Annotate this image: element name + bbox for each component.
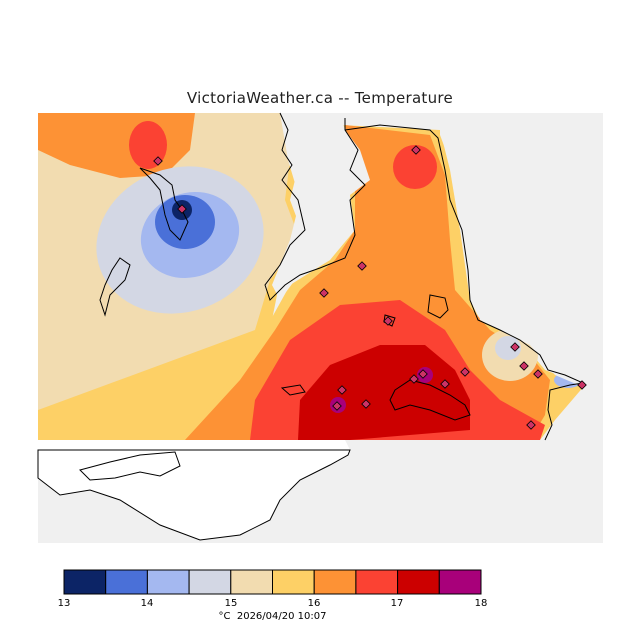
legend-tick-label: 18 (474, 598, 488, 609)
station-marker[interactable] (337, 385, 347, 395)
contour-13-5 (155, 195, 215, 249)
island-coast-west (99, 257, 131, 317)
station-marker[interactable] (440, 379, 450, 389)
inlet-water (272, 113, 370, 300)
legend-swatch (146, 569, 190, 595)
station-marker[interactable] (519, 361, 529, 371)
station-marker[interactable] (510, 342, 520, 352)
contour-14-5-east (495, 336, 521, 360)
station-marker[interactable] (418, 369, 428, 379)
legend-unit: °C (218, 611, 231, 622)
east-coast (344, 124, 585, 441)
strait-water (440, 113, 603, 390)
coastlines (99, 112, 585, 441)
legend-colorbar (63, 569, 482, 595)
island-coast-north (139, 167, 189, 241)
contour-16-5-north (393, 145, 437, 189)
tiny-island (383, 314, 396, 327)
station-marker[interactable] (526, 420, 536, 430)
legend-tick-label: 16 (307, 598, 321, 609)
legend-swatch (272, 569, 315, 595)
station-marker[interactable] (177, 204, 187, 214)
station-marker[interactable] (332, 401, 342, 411)
station-marker[interactable] (153, 156, 163, 166)
legend-swatch (63, 569, 107, 595)
legend-tick-label: 14 (140, 598, 154, 609)
legend-swatch (313, 569, 357, 595)
station-marker[interactable] (577, 380, 587, 390)
station-marker[interactable] (383, 316, 393, 326)
legend-swatch (438, 569, 482, 595)
legend-tick-label: 13 (57, 598, 71, 609)
station-marker[interactable] (361, 399, 371, 409)
station-markers (153, 145, 587, 430)
contour-layer (38, 113, 585, 440)
legend-swatch (355, 569, 399, 595)
olympic-coast (37, 449, 351, 541)
station-marker[interactable] (409, 374, 419, 384)
station-marker[interactable] (533, 369, 543, 379)
station-marker[interactable] (460, 367, 470, 377)
small-island (427, 294, 449, 319)
station-marker[interactable] (319, 288, 329, 298)
station-marker[interactable] (357, 261, 367, 271)
legend-swatch (105, 569, 148, 595)
legend-tick-label: 17 (390, 598, 404, 609)
legend-caption: °C 2026/04/20 10:07 (0, 611, 545, 622)
coastline-detail (79, 451, 181, 481)
harbour-coast (389, 379, 471, 421)
legend-swatch (397, 569, 440, 595)
land-south (38, 440, 350, 475)
station-marker[interactable] (411, 145, 421, 155)
map-title: VictoriaWeather.ca -- Temperature (186, 89, 454, 107)
point-coast (280, 384, 306, 396)
legend-tick-label: 15 (224, 598, 238, 609)
legend-timestamp: 2026/04/20 10:07 (236, 611, 327, 622)
legend-swatch (188, 569, 232, 595)
inlet-coast (264, 112, 366, 301)
legend-swatch (230, 569, 274, 595)
